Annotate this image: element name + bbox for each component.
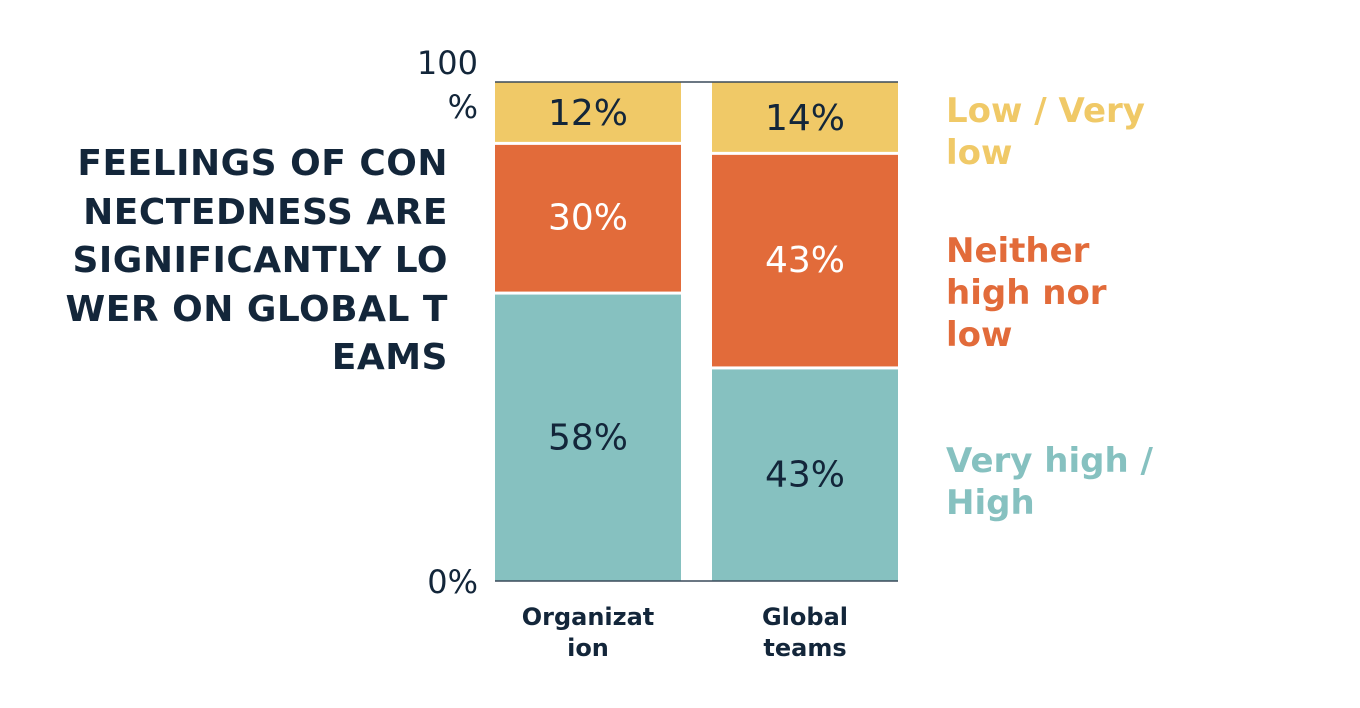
data-label: 30% [548, 198, 628, 239]
y-tick-label: 100% [417, 44, 478, 126]
legend-very-high-high: Very high / High [946, 441, 1153, 523]
data-label: 12% [548, 93, 628, 134]
bar-segment [712, 154, 898, 367]
y-tick-label: 0% [427, 563, 478, 601]
chart-title: FEELINGS OF CONNECTEDNESS ARE SIGNIFICAN… [65, 143, 448, 378]
bar-segment [712, 82, 898, 152]
bar-segment [495, 144, 681, 292]
data-label: 14% [765, 98, 845, 139]
data-label: 58% [548, 417, 628, 458]
data-label: 43% [765, 240, 845, 281]
legend-neither: Neither high nor low [946, 231, 1107, 355]
bar-segment [495, 294, 681, 581]
bar-segment [495, 82, 681, 142]
x-tick-label: Global teams [762, 603, 848, 662]
data-label: 43% [765, 455, 845, 496]
bar-segment [712, 369, 898, 581]
legend-low-very-low: Low / Very low [946, 91, 1145, 173]
x-tick-label: Organizat ion [522, 603, 655, 662]
